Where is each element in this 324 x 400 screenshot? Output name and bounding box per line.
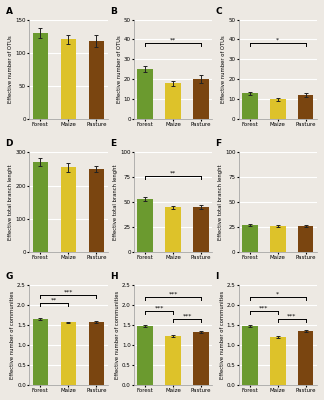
Bar: [88, 169, 104, 252]
Text: H: H: [110, 272, 118, 281]
Bar: [242, 93, 258, 119]
Text: **: **: [170, 38, 176, 42]
Y-axis label: Effective number of OTUs: Effective number of OTUs: [117, 36, 122, 103]
Text: C: C: [215, 6, 222, 16]
Text: B: B: [110, 6, 117, 16]
Text: ***: ***: [259, 305, 269, 310]
Bar: [61, 40, 76, 119]
Bar: [137, 199, 153, 252]
Bar: [165, 83, 181, 119]
Text: *: *: [276, 38, 279, 42]
Bar: [137, 69, 153, 119]
Text: ***: ***: [64, 289, 73, 294]
Bar: [33, 33, 48, 119]
Bar: [270, 99, 285, 119]
Bar: [165, 336, 181, 385]
Text: *: *: [276, 291, 279, 296]
Bar: [33, 319, 48, 385]
Bar: [242, 326, 258, 385]
Bar: [193, 332, 209, 385]
Text: ***: ***: [155, 305, 164, 310]
Bar: [33, 162, 48, 252]
Bar: [137, 326, 153, 385]
Bar: [165, 207, 181, 252]
Text: ***: ***: [287, 313, 296, 318]
Y-axis label: Effective number of communities: Effective number of communities: [10, 291, 15, 379]
Y-axis label: Effective total branch lenght: Effective total branch lenght: [218, 164, 223, 240]
Bar: [270, 337, 285, 385]
Bar: [193, 207, 209, 252]
Text: **: **: [51, 297, 57, 302]
Text: ***: ***: [168, 291, 178, 296]
Text: D: D: [6, 140, 13, 148]
Bar: [61, 322, 76, 385]
Text: A: A: [6, 6, 13, 16]
Bar: [298, 331, 314, 385]
Y-axis label: Effective total branch lenght: Effective total branch lenght: [8, 164, 13, 240]
Text: G: G: [6, 272, 13, 281]
Y-axis label: Effective number of OTUs: Effective number of OTUs: [8, 36, 13, 103]
Y-axis label: Effective total branch lenght: Effective total branch lenght: [113, 164, 118, 240]
Bar: [88, 322, 104, 385]
Text: **: **: [170, 170, 176, 175]
Text: F: F: [215, 140, 221, 148]
Text: I: I: [215, 272, 218, 281]
Bar: [298, 95, 314, 119]
Bar: [242, 225, 258, 252]
Bar: [61, 167, 76, 252]
Y-axis label: Effective number of communities: Effective number of communities: [220, 291, 225, 379]
Bar: [298, 226, 314, 252]
Bar: [88, 41, 104, 119]
Text: E: E: [110, 140, 116, 148]
Text: ***: ***: [182, 313, 192, 318]
Bar: [270, 226, 285, 252]
Bar: [193, 79, 209, 119]
Y-axis label: Effective number of communities: Effective number of communities: [115, 291, 120, 379]
Y-axis label: Effective number of OTUs: Effective number of OTUs: [221, 36, 226, 103]
